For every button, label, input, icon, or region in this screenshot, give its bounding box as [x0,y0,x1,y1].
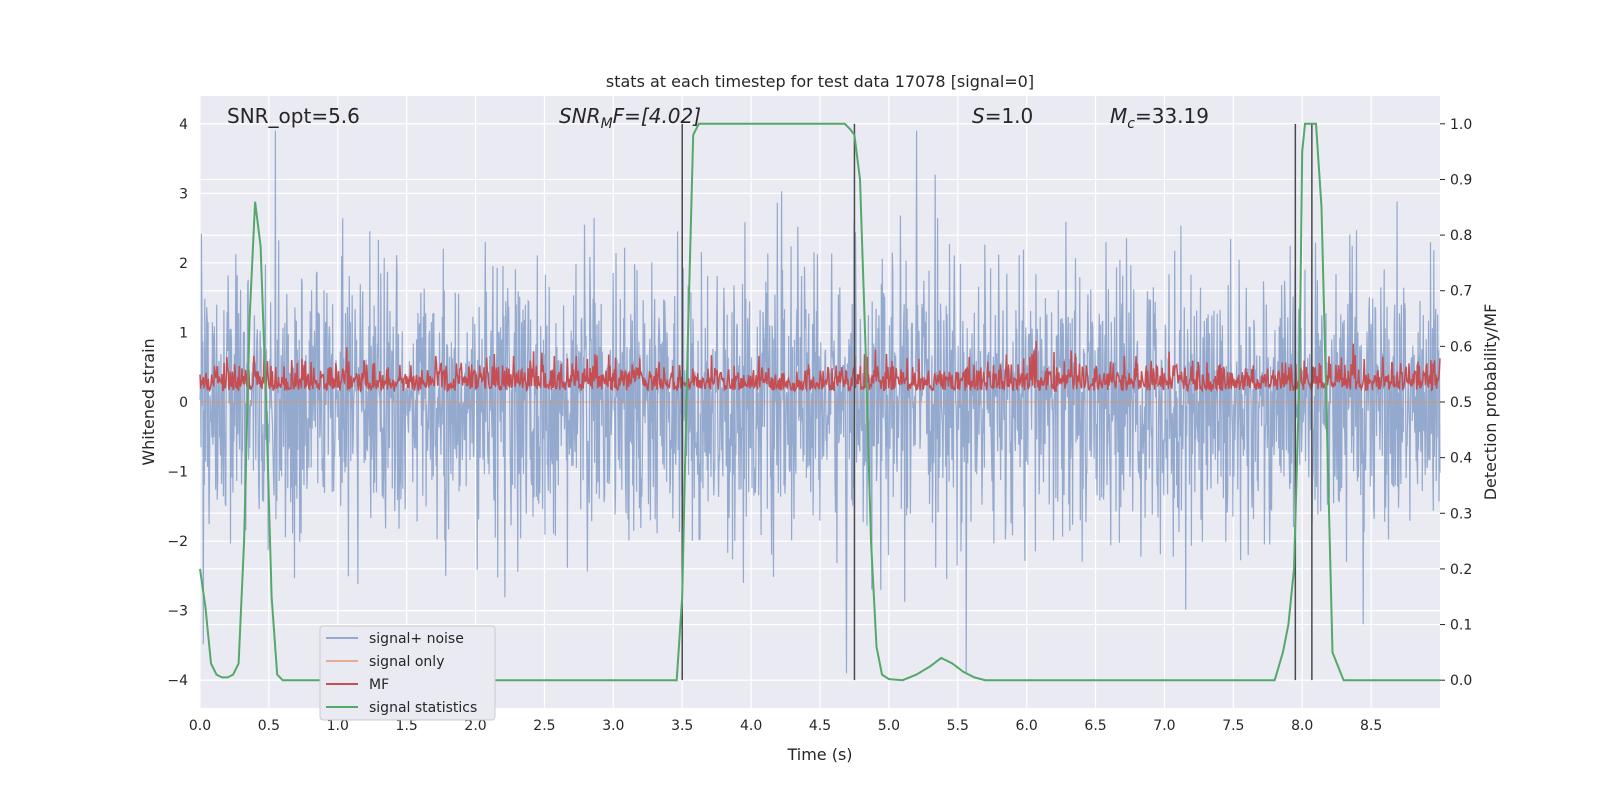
y-tick-label: 1 [179,325,188,341]
signal-noise-series [199,130,1441,674]
x-tick-label: 7.5 [1222,718,1244,734]
y2-tick-label: 0.0 [1450,673,1472,689]
y2-tick-label: 0.9 [1450,172,1472,188]
legend-label-signal-only: signal only [369,654,444,670]
y2-tick-label: 0.2 [1450,562,1472,578]
y2-tick-label: 0.5 [1450,395,1472,411]
annotation-snr-opt: SNR_opt=5.6 [227,104,360,128]
mf-series [199,340,1441,394]
y2-tick-label: 0.7 [1450,284,1472,300]
y2-tick-label: 0.4 [1450,451,1472,467]
annotation-snr-mf: SNRMF=[4.02] [559,104,701,132]
y-tick-label: −3 [167,604,188,620]
x-tick-label: 4.0 [740,718,762,734]
y-tick-label: −2 [167,534,188,550]
y2-axis-label: Detection probability/MF [1481,304,1500,501]
legend-box [319,625,496,721]
x-tick-label: 1.5 [396,718,418,734]
s-main: S [972,104,985,128]
x-axis-label: Time (s) [786,745,852,764]
x-tick-label: 0.5 [258,718,280,734]
mf-line [199,340,1441,394]
y-tick-label: −1 [167,465,188,481]
x-tick-label: 2.5 [533,718,555,734]
legend-label-mf: MF [369,677,389,693]
annotation-mc: Mc=33.19 [1110,104,1209,132]
y-axis-label: Whitened strain [139,338,158,465]
y2-tick-label: 0.6 [1450,339,1472,355]
s-tail: =1.0 [985,104,1034,128]
signal-statistics-series [199,122,1440,682]
x-tick-label: 0.0 [189,718,211,734]
y2-tick-label: 0.1 [1450,618,1472,634]
snr-mf-main: SNR [559,104,601,128]
x-tick-label: 8.5 [1360,718,1382,734]
x-tick-label: 6.5 [1084,718,1106,734]
mc-sub: c [1127,116,1135,132]
x-tick-label: 7.0 [1153,718,1175,734]
y2-axis-ticks: 0.0 0.1 0.2 0.3 0.4 0.5 0.6 0.7 0.8 0.9 1.0 [1440,117,1472,689]
x-tick-label: 3.0 [602,718,624,734]
x-tick-label: 5.5 [947,718,969,734]
x-tick-label: 1.0 [327,718,349,734]
legend-label-signal-noise: signal+ noise [369,631,464,647]
y-tick-label: 2 [179,256,188,272]
y-tick-label: 0 [179,395,188,411]
y2-tick-label: 0.3 [1450,506,1472,522]
x-tick-label: 2.0 [464,718,486,734]
x-tick-label: 4.5 [809,718,831,734]
mc-tail: =33.19 [1135,104,1209,128]
mc-main: M [1110,104,1127,128]
y-tick-label: 4 [179,117,188,133]
x-axis-ticks: 0.0 0.5 1.0 1.5 2.0 2.5 3.0 3.5 4.0 4.5 5.0 5.5 6.0 6… [189,718,1382,734]
y-tick-label: 3 [179,186,188,202]
chart-title: stats at each timestep for test data 170… [606,72,1034,91]
signal-noise-line [199,130,1441,674]
x-tick-label: 3.5 [671,718,693,734]
legend-label-signal-statistics: signal statistics [369,700,477,716]
snr-mf-tail: F=[4.02] [613,104,701,128]
legend: signal+ noise signal only MF signal stat… [319,625,496,721]
y-tick-label: −4 [167,673,188,689]
y-axis-ticks: −4 −3 −2 −1 0 1 2 3 4 [167,117,188,689]
snr-mf-sub: M [601,116,613,132]
y2-tick-label: 1.0 [1450,117,1472,133]
y2-tick-label: 0.8 [1450,228,1472,244]
x-tick-label: 8.0 [1291,718,1313,734]
signal-statistics-line [199,122,1440,682]
x-tick-label: 6.0 [1016,718,1038,734]
x-tick-label: 5.0 [878,718,900,734]
annotation-s: S=1.0 [972,104,1033,128]
